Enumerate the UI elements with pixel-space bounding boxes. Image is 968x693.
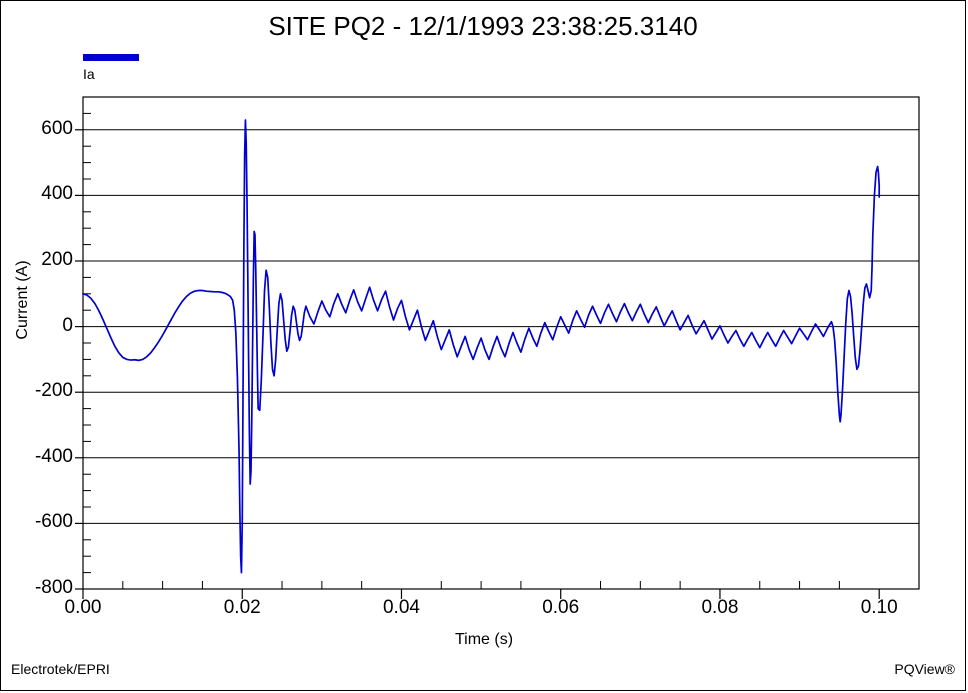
data-series <box>82 119 881 574</box>
x-tick-label: 0.02 <box>223 597 261 618</box>
series-line-ia <box>82 119 881 574</box>
y-tick-label: -200 <box>34 380 73 402</box>
axis-ticks <box>75 96 920 599</box>
footer-left-credit: Electrotek/EPRI <box>11 661 110 677</box>
legend-label-ia: Ia <box>83 66 95 82</box>
x-axis-label: Time (s) <box>454 631 514 648</box>
gridlines <box>83 129 919 590</box>
plot-border <box>82 96 920 590</box>
x-tick-label: 0.06 <box>542 597 580 618</box>
x-tick-label: 0.08 <box>701 597 739 618</box>
y-tick-label: -800 <box>34 577 73 598</box>
footer-right-brand: PQView® <box>894 661 955 677</box>
legend: Ia <box>83 49 283 89</box>
x-tick-label: 0.04 <box>382 597 420 618</box>
x-tick-label: 0.00 <box>64 597 102 618</box>
y-tick-label: 0 <box>62 314 73 336</box>
y-tick-label: -600 <box>34 511 73 533</box>
legend-swatch-ia <box>83 54 139 61</box>
y-tick-label: 200 <box>41 249 73 270</box>
y-tick-label: -400 <box>34 445 73 467</box>
y-tick-label: 400 <box>41 183 73 205</box>
chart-title: SITE PQ2 - 12/1/1993 23:38:25.3140 <box>268 11 698 41</box>
y-tick-label: 600 <box>41 117 73 139</box>
x-tick-label: 0.10 <box>860 597 898 618</box>
